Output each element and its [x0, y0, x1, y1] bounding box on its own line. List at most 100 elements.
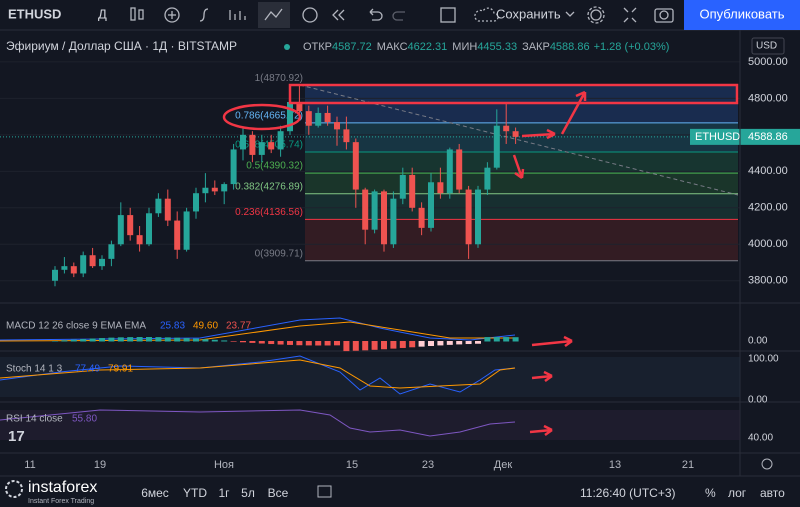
histogram-bar — [287, 341, 293, 345]
histogram-bar — [117, 337, 124, 342]
histogram-bar — [211, 339, 218, 342]
candle-body — [89, 255, 96, 267]
status-dot — [284, 44, 290, 50]
time-axis: 11 19 Ноя 15 23 Дек 13 21 — [24, 459, 694, 471]
histogram-bar — [437, 341, 444, 346]
histogram-bar — [456, 341, 463, 345]
histogram-bar — [418, 341, 425, 347]
histogram-bar — [193, 338, 199, 342]
histogram-bar — [409, 341, 416, 348]
histogram-bar — [99, 338, 105, 342]
fib-label: 1(4870.92) — [255, 73, 303, 84]
histogram-bar — [296, 341, 303, 346]
legend-high: 4622.31 — [408, 41, 448, 53]
legend-open-label: ОТКР — [303, 41, 332, 53]
histogram-bar — [475, 341, 481, 344]
histogram-bar — [352, 341, 359, 351]
candle-body — [512, 131, 519, 137]
percent-toggle[interactable]: % — [705, 486, 716, 500]
y-tick-label: 5000.00 — [748, 56, 788, 68]
symbol[interactable]: ETHUSD — [8, 6, 61, 21]
fib-zone — [305, 152, 738, 174]
histogram-bar — [268, 341, 275, 345]
histogram-bar — [371, 341, 378, 350]
settings-icon[interactable] — [761, 458, 773, 470]
candle-body — [493, 125, 500, 168]
indicator-lines — [0, 317, 740, 440]
histogram-bar — [249, 341, 256, 343]
range-button[interactable]: 6мес — [141, 486, 169, 500]
macd-axis: 0.00 — [748, 336, 768, 347]
range-button[interactable]: Все — [268, 486, 289, 500]
candle-body — [390, 198, 397, 245]
candle-body — [277, 131, 284, 150]
watermark-tagline: Instant Forex Trading — [28, 498, 94, 505]
macd-signal: 49.60 — [193, 321, 218, 332]
toolbar-icons[interactable] — [130, 2, 674, 28]
candle-body — [428, 182, 434, 228]
histogram-bar — [503, 337, 510, 342]
log-toggle[interactable]: лог — [728, 486, 747, 500]
publish-button[interactable]: Опубликовать — [699, 6, 784, 21]
histogram-bar — [399, 341, 406, 348]
time-label: Ноя — [214, 459, 234, 471]
time-label: 13 — [609, 459, 621, 471]
fib-label: 0.786(4665.72) — [235, 110, 303, 121]
candle-body — [99, 258, 105, 267]
histogram-bar — [202, 339, 209, 342]
histogram-bar — [428, 341, 434, 347]
annotations — [222, 83, 739, 437]
legend-close-label: ЗАКР — [522, 41, 550, 53]
time-label: 15 — [346, 459, 358, 471]
range-button[interactable]: YTD — [183, 486, 207, 500]
macd-hist: 23.77 — [226, 321, 251, 332]
interval[interactable]: Д — [98, 6, 107, 21]
legend-high-label: МАКС — [377, 41, 408, 53]
time-label: 11 — [24, 459, 35, 471]
candle-body — [240, 134, 246, 150]
histogram-bar — [258, 341, 265, 344]
currency[interactable]: USD — [756, 41, 777, 52]
publish-button-bg[interactable] — [684, 0, 800, 30]
histogram-bar — [127, 337, 134, 342]
currency-box[interactable] — [751, 37, 785, 55]
stoch-label: Stoch 14 1 3 — [6, 364, 63, 375]
histogram-bar — [305, 341, 312, 346]
trend-line — [299, 84, 739, 196]
macd-value: 25.83 — [160, 321, 185, 332]
range-button[interactable]: 1г — [218, 486, 230, 500]
histogram-bar — [89, 338, 96, 342]
y-tick-label: 4200.00 — [748, 202, 788, 214]
histogram-bar — [70, 339, 77, 342]
toolbar — [0, 0, 800, 30]
histogram-bar — [108, 337, 115, 342]
rsi-label: RSI 14 close — [6, 414, 63, 425]
time-label: 21 — [682, 459, 694, 471]
last-price-symbol: ETHUSD — [695, 131, 740, 143]
candle-body — [174, 220, 181, 250]
fib-zone — [305, 122, 738, 153]
candle-body — [202, 187, 209, 194]
stoch-d: 79.91 — [108, 364, 133, 375]
fib-label: 0(3909.71) — [255, 248, 303, 259]
histogram-bar — [446, 341, 453, 345]
range-button[interactable]: 5л — [241, 486, 255, 500]
y-tick-label: 4000.00 — [748, 238, 788, 250]
date-range-icon[interactable] — [317, 485, 332, 498]
histogram-bar — [381, 341, 387, 350]
candle-body — [249, 134, 256, 155]
candle-body — [484, 167, 491, 190]
tv-logo: 17 — [8, 428, 25, 445]
legend-low-label: МИН — [452, 41, 477, 53]
time-label: Дек — [494, 459, 513, 471]
save-button[interactable]: Сохранить — [496, 6, 561, 21]
histogram-bar — [343, 341, 350, 352]
clock: 11:26:40 (UTC+3) — [580, 486, 676, 500]
histogram-bar — [324, 341, 331, 346]
macd-histogram — [52, 337, 519, 352]
auto-toggle[interactable]: авто — [760, 486, 785, 500]
candle-body — [52, 269, 58, 281]
histogram-bar — [334, 341, 340, 346]
candle-body — [437, 182, 444, 194]
